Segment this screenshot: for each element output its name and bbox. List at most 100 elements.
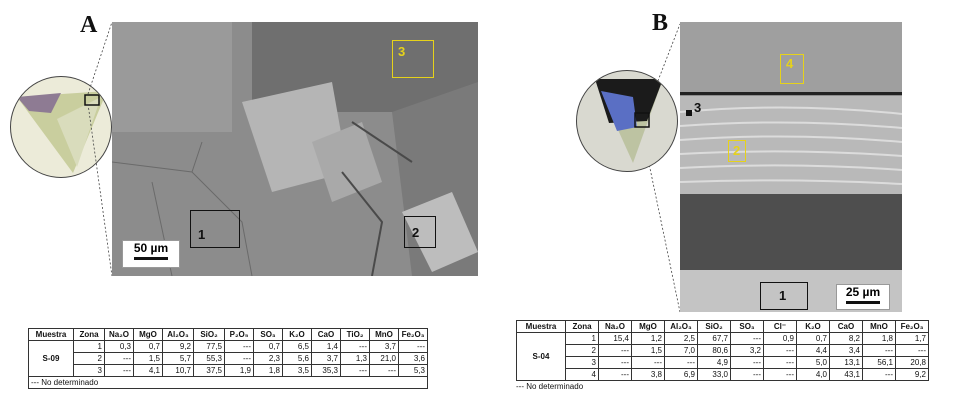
table-cell: --- [104, 352, 134, 365]
table-row: 2 --- 1,5 5,7 55,3 --- 2,3 5,6 3,7 1,3 2… [29, 352, 428, 365]
composition-table-b: Muestra Zona Na₂O MgO Al₂O₃ SiO₂ SO₃ Cl⁻… [516, 320, 929, 381]
table-cell: --- [730, 332, 764, 345]
table-cell: --- [598, 356, 632, 369]
table-b-header: Cl⁻ [763, 320, 797, 333]
sample-fragment-b [595, 79, 663, 163]
table-cell: 3,5 [282, 364, 312, 377]
table-cell: --- [664, 356, 698, 369]
table-b-header: SO₃ [730, 320, 764, 333]
table-cell: 21,0 [369, 352, 399, 365]
sem-image-a: 1 2 3 50 µm [112, 22, 478, 276]
table-b-sample: S-04 [516, 332, 566, 381]
table-cell: 80,6 [697, 344, 731, 357]
zone-box-b-1 [760, 282, 808, 310]
zone-label-a-1: 1 [198, 227, 206, 242]
scale-text-b: 25 µm [845, 285, 881, 299]
table-cell: --- [224, 340, 254, 353]
table-cell: --- [895, 344, 929, 357]
table-cell: 1,8 [862, 332, 896, 345]
zone-label-b-4: 4 [786, 56, 794, 71]
table-cell: 1,7 [895, 332, 929, 345]
table-cell: 3,4 [829, 344, 863, 357]
table-cell: 43,1 [829, 368, 863, 381]
table-row: 3 --- --- --- 4,9 --- --- 5,0 13,1 56,1 … [517, 356, 929, 369]
table-cell: 5,3 [398, 364, 428, 377]
table-cell: 3,7 [311, 352, 341, 365]
table-b-header: K₂O [796, 320, 830, 333]
zone-label-b-3: 3 [694, 100, 702, 115]
table-cell: 0,3 [104, 340, 134, 353]
sample-photo-b [576, 70, 678, 172]
table-cell: 4,0 [796, 368, 830, 381]
table-cell: 6,5 [282, 340, 312, 353]
table-cell: --- [730, 356, 764, 369]
table-b-header: CaO [829, 320, 863, 333]
table-cell: 3 [565, 356, 599, 369]
table-cell: 15,4 [598, 332, 632, 345]
table-cell: 9,2 [895, 368, 929, 381]
table-cell: 2,5 [664, 332, 698, 345]
table-cell: --- [340, 340, 370, 353]
table-cell: 5,0 [796, 356, 830, 369]
table-row: 3 --- 4,1 10,7 37,5 1,9 1,8 3,5 35,3 ---… [29, 364, 428, 377]
table-cell: 4,4 [796, 344, 830, 357]
table-cell: --- [763, 356, 797, 369]
zone-label-b-1: 1 [779, 288, 787, 303]
table-b-wrapper: Muestra Zona Na₂O MgO Al₂O₃ SiO₂ SO₃ Cl⁻… [516, 320, 929, 391]
table-cell: 7,0 [664, 344, 698, 357]
table-cell: 3,6 [398, 352, 428, 365]
table-b-header: Zona [565, 320, 599, 333]
table-b-header: Muestra [516, 320, 566, 333]
zone-box-b-2 [728, 140, 746, 162]
table-a-header: Muestra [28, 328, 74, 341]
panel-b-letter: B [652, 10, 669, 36]
table-cell: 4,1 [133, 364, 163, 377]
table-cell: 20,8 [895, 356, 929, 369]
table-a-header: K₂O [282, 328, 312, 341]
table-b-header: Fe₂O₃ [895, 320, 929, 333]
table-cell: 6,9 [664, 368, 698, 381]
table-a-wrapper: Muestra Zona Na₂O MgO Al₂O₃ SiO₂ P₂O₅ SO… [28, 328, 428, 389]
zone-label-a-3: 3 [398, 44, 406, 59]
table-a-sample: S-09 [28, 340, 74, 377]
table-cell: 1,4 [311, 340, 341, 353]
table-cell: 3,8 [631, 368, 665, 381]
sem-image-b: 4 3 2 1 25 µm [680, 22, 902, 312]
table-b-header-row: Muestra Zona Na₂O MgO Al₂O₃ SiO₂ SO₃ Cl⁻… [516, 320, 929, 333]
table-a-header: SO₃ [253, 328, 283, 341]
table-cell: 1 [565, 332, 599, 345]
zone-box-a-2 [404, 216, 436, 248]
table-cell: --- [763, 344, 797, 357]
scale-bar-b: 25 µm [836, 284, 890, 310]
table-cell: 56,1 [862, 356, 896, 369]
table-cell: 9,2 [162, 340, 194, 353]
table-a-header: Fe₂O₃ [398, 328, 428, 341]
sample-fragment-a [17, 91, 107, 173]
table-a-header-row: Muestra Zona Na₂O MgO Al₂O₃ SiO₂ P₂O₅ SO… [28, 328, 428, 341]
table-cell: 2 [73, 352, 105, 365]
table-cell: --- [369, 364, 399, 377]
zone-box-b-4 [780, 54, 804, 84]
sem-texture-a [112, 22, 478, 276]
table-cell: 0,7 [253, 340, 283, 353]
scale-text-a: 50 µm [133, 241, 169, 255]
table-cell: 4,9 [697, 356, 731, 369]
table-row: 4 --- 3,8 6,9 33,0 --- --- 4,0 43,1 --- … [517, 368, 929, 381]
table-cell: 3,2 [730, 344, 764, 357]
table-cell: 55,3 [193, 352, 225, 365]
table-cell: 2 [565, 344, 599, 357]
table-cell: --- [598, 344, 632, 357]
table-cell: 67,7 [697, 332, 731, 345]
table-b-note: --- No determinado [516, 382, 584, 391]
zone-label-a-2: 2 [412, 225, 420, 240]
zone-label-b-2: 2 [733, 143, 741, 158]
table-cell: 0,7 [796, 332, 830, 345]
table-a-header: CaO [311, 328, 341, 341]
table-cell: 1,2 [631, 332, 665, 345]
table-cell: --- [224, 352, 254, 365]
table-b-header: Na₂O [598, 320, 632, 333]
table-cell: 3 [73, 364, 105, 377]
zone-box-a-3 [392, 40, 434, 78]
table-cell: --- [862, 368, 896, 381]
table-cell: 3,7 [369, 340, 399, 353]
